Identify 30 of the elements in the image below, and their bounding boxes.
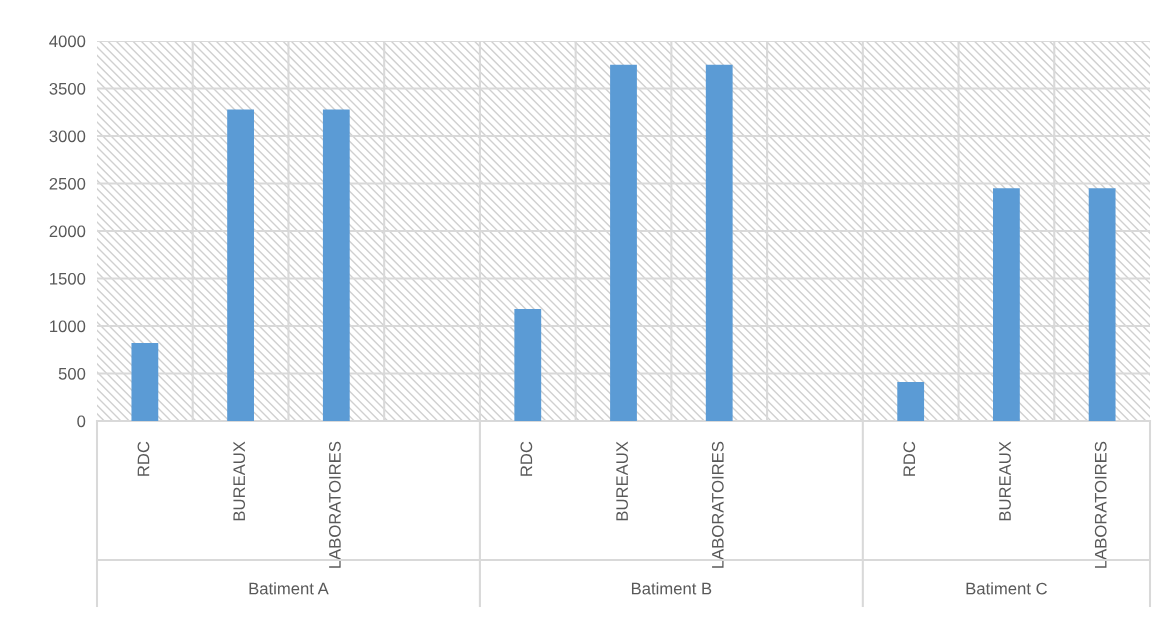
y-tick-label: 1000 xyxy=(50,320,86,333)
text: Batiment C xyxy=(966,582,1047,595)
y-tick-label: 3000 xyxy=(49,130,86,143)
x-tick-label: RDC xyxy=(137,441,150,476)
y-tick-label: 500 xyxy=(58,367,86,380)
bar xyxy=(227,109,254,421)
x-tick-label: LABORATOIRES xyxy=(711,441,724,568)
bar xyxy=(610,64,637,421)
bar xyxy=(514,308,542,421)
x-tick-label: BUREAUX xyxy=(616,441,628,521)
bar xyxy=(322,109,350,421)
x-tick-label: LABORATOIRES xyxy=(328,441,341,568)
bar xyxy=(897,382,925,421)
bar xyxy=(131,343,159,421)
bar xyxy=(993,188,1020,421)
text: Batiment B xyxy=(631,582,712,595)
y-tick-label: 2500 xyxy=(49,177,86,190)
x-tick-label: RDC xyxy=(520,441,533,476)
y-tick-label: 3500 xyxy=(49,82,86,95)
x-tick-label: RDC xyxy=(903,441,916,476)
text: Batiment A xyxy=(249,582,329,595)
x-tick-label: BUREAUX xyxy=(233,441,246,521)
bar xyxy=(705,64,733,421)
bar xyxy=(1088,188,1116,421)
y-tick-label: 0 xyxy=(77,415,86,428)
y-tick-label: 1500 xyxy=(50,272,86,285)
x-tick-label: BUREAUX xyxy=(999,441,1011,521)
x-tick-label: LABORATOIRES xyxy=(1094,441,1107,568)
y-tick-label: 4000 xyxy=(49,35,86,48)
y-tick-label: 2000 xyxy=(49,225,86,238)
